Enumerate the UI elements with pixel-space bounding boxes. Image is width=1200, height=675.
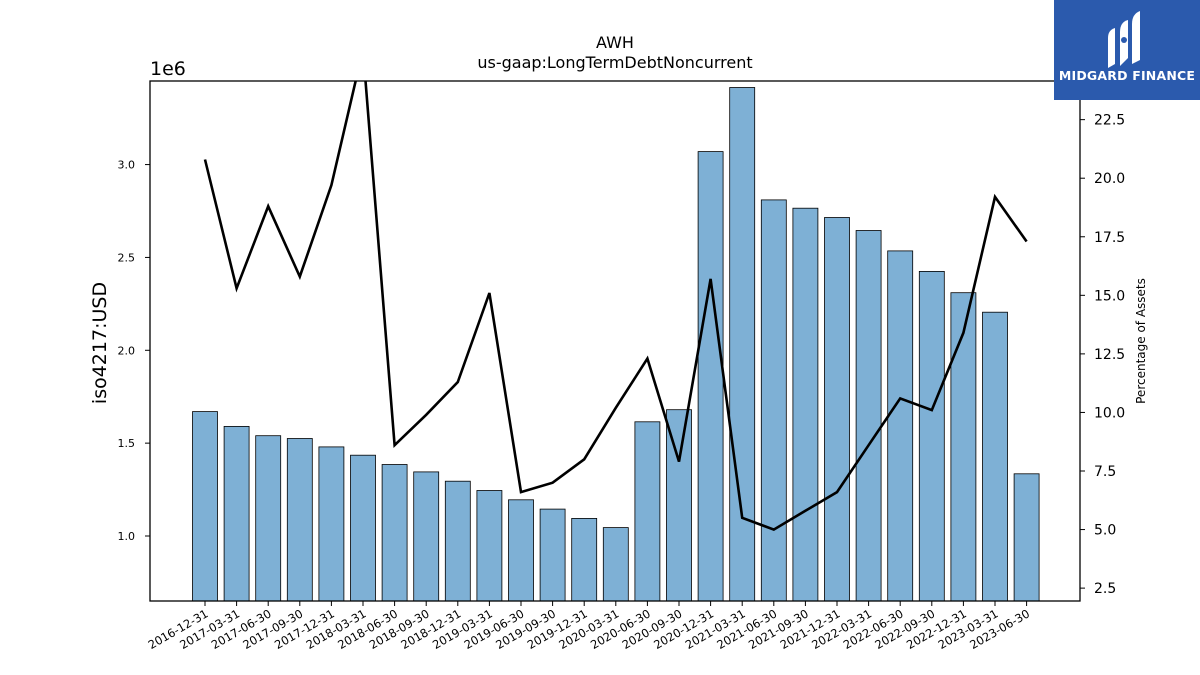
bar [792,207,819,601]
bar [192,411,218,601]
y2-tick-label: 15.0 [1094,288,1125,304]
y-offset-label: 1e6 [150,58,186,80]
bar [413,471,440,601]
bar [602,527,629,601]
logo-text: MIDGARD FINANCE [1058,68,1196,83]
bar [350,454,376,601]
y2-tick-label: 2.5 [1094,581,1116,597]
y2-tick-label: 22.5 [1094,113,1125,129]
bar [318,446,345,601]
bar [634,421,661,601]
y2-axis-label: Percentage of Assets [1134,278,1148,404]
bar [508,499,534,601]
bar [824,217,850,601]
logo-mark-icon [1108,11,1140,68]
bar [697,151,724,601]
y2-tick-label: 5.0 [1094,523,1116,539]
bar [286,438,313,601]
bars-layer [192,87,1040,601]
plot-frame [149,80,1081,602]
bar [539,508,566,601]
bar [444,480,471,601]
y-tick-label: 2.5 [118,251,136,264]
bar [223,425,250,601]
bar [855,230,882,601]
y-tick-label: 2.0 [118,344,136,357]
bar [255,435,282,601]
bar [571,518,598,601]
y2-tick-label: 10.0 [1094,405,1125,421]
bar [666,409,692,601]
bar [982,311,1008,601]
bar [381,464,408,601]
y-tick-label: 3.0 [118,159,136,172]
y2-tick-label: 7.5 [1094,464,1116,480]
bar [1013,473,1040,601]
line-layer [203,81,1028,532]
y2-tick-label: 17.5 [1094,230,1125,246]
percentage-line [203,81,1028,532]
y-tick-label: 1.5 [118,437,136,450]
bar [760,199,787,601]
bar [729,87,756,601]
chart-subtitle: us-gaap:LongTermDebtNoncurrent [477,53,752,72]
bar [476,490,503,601]
chart-title: AWH [596,33,634,52]
bar [950,292,977,601]
midgard-finance-logo: MIDGARD FINANCE [1054,0,1200,100]
bar [918,270,945,601]
y2-tick-label: 20.0 [1094,171,1125,187]
y-tick-label: 1.0 [118,530,136,543]
y-axis-label: iso4217:USD [89,282,111,404]
y2-tick-label: 12.5 [1094,347,1125,363]
bar [887,250,914,601]
